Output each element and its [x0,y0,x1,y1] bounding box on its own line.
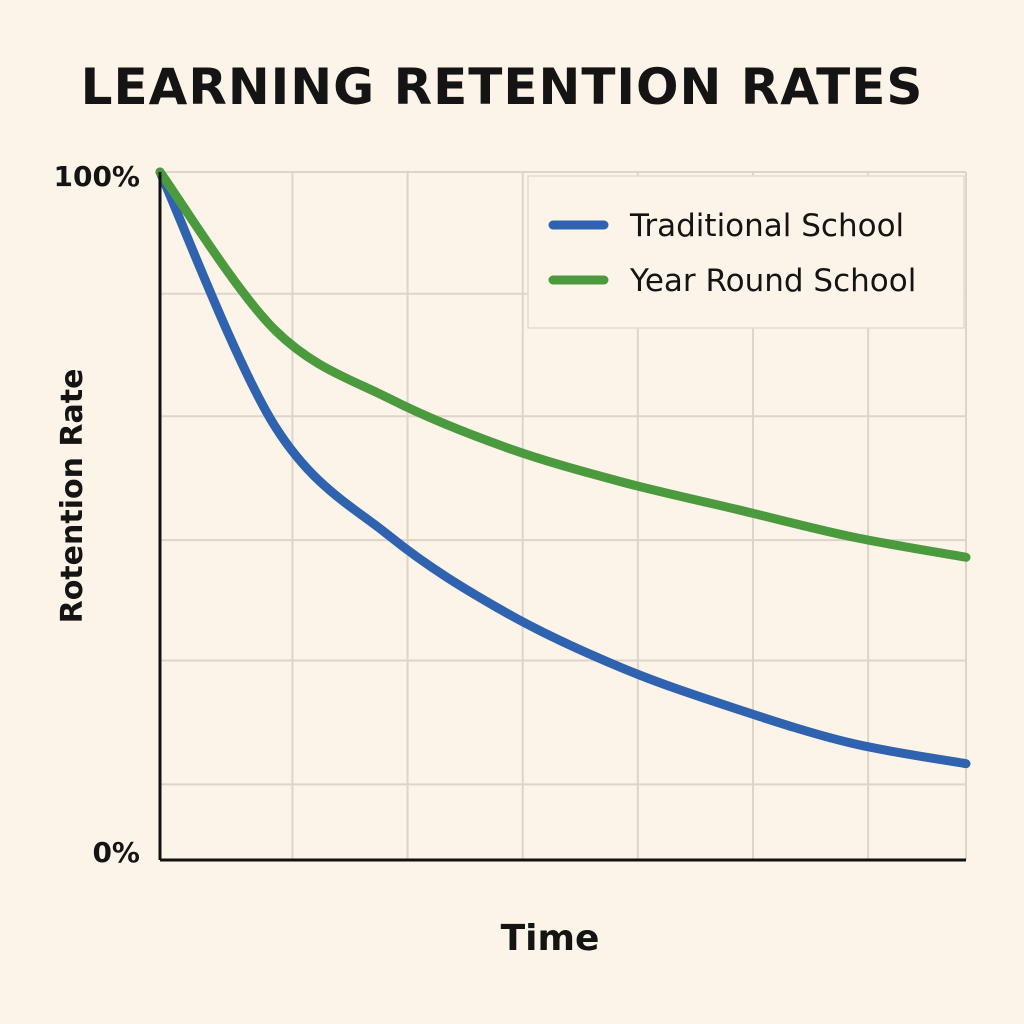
x-axis-label: Time [501,918,600,959]
y-tick-label-top: 100% [53,160,140,193]
legend-box [527,175,965,329]
legend-label-year-round: Year Round School [629,263,916,299]
y-tick-label-bottom: 0% [92,836,140,869]
axes [158,172,966,862]
tick-labels: 100% 0% [53,160,140,869]
grid [160,171,967,860]
series-layer [155,167,971,769]
chart-title: LEARNING RETENTION RATES [80,58,924,116]
series-line-traditional [155,167,971,769]
series-line-year-round [155,167,971,562]
legend-label-traditional: Traditional School [629,208,904,244]
legend: Traditional School Year Round School [527,175,965,329]
y-axis-label: Rotention Rate [55,369,90,624]
